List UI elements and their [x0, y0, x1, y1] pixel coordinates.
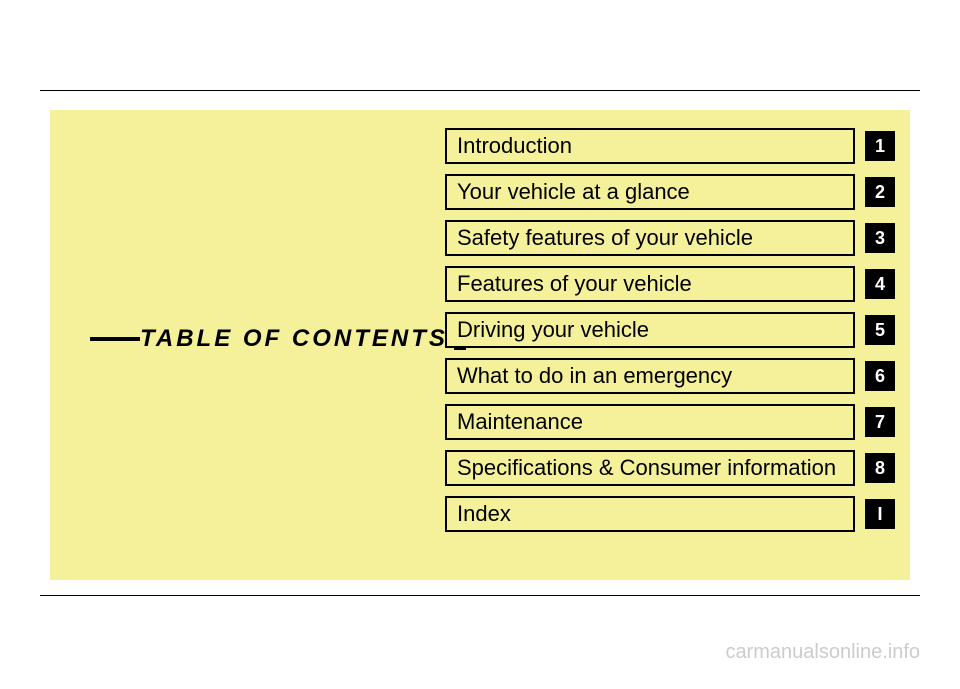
- toc-tab-5: 5: [865, 315, 895, 345]
- toc-row: Driving your vehicle 5: [445, 312, 895, 348]
- toc-tab-1: 1: [865, 131, 895, 161]
- toc-title-leading-rule: [90, 337, 140, 341]
- toc-row: Maintenance 7: [445, 404, 895, 440]
- toc-row: Your vehicle at a glance 2: [445, 174, 895, 210]
- toc-tab-8: 8: [865, 453, 895, 483]
- toc-tab-4: 4: [865, 269, 895, 299]
- watermark-text: carmanualsonline.info: [725, 641, 920, 664]
- toc-row: Features of your vehicle 4: [445, 266, 895, 302]
- toc-tab-2: 2: [865, 177, 895, 207]
- rule-bottom: [40, 595, 920, 596]
- toc-title-block: TABLE OF CONTENTS: [90, 325, 466, 353]
- toc-item-specifications: Specifications & Consumer information: [445, 450, 855, 486]
- toc-tab-6: 6: [865, 361, 895, 391]
- toc-panel: TABLE OF CONTENTS Introduction 1 Your ve…: [50, 110, 910, 580]
- toc-item-introduction: Introduction: [445, 128, 855, 164]
- toc-title: TABLE OF CONTENTS: [140, 325, 448, 353]
- toc-tab-3: 3: [865, 223, 895, 253]
- toc-item-emergency: What to do in an emergency: [445, 358, 855, 394]
- toc-row: Index I: [445, 496, 895, 532]
- toc-item-index: Index: [445, 496, 855, 532]
- toc-item-features: Features of your vehicle: [445, 266, 855, 302]
- toc-item-driving: Driving your vehicle: [445, 312, 855, 348]
- toc-item-maintenance: Maintenance: [445, 404, 855, 440]
- toc-list: Introduction 1 Your vehicle at a glance …: [445, 128, 895, 542]
- toc-tab-7: 7: [865, 407, 895, 437]
- rule-top: [40, 90, 920, 91]
- toc-item-safety: Safety features of your vehicle: [445, 220, 855, 256]
- toc-row: What to do in an emergency 6: [445, 358, 895, 394]
- toc-tab-I: I: [865, 499, 895, 529]
- toc-row: Specifications & Consumer information 8: [445, 450, 895, 486]
- toc-row: Safety features of your vehicle 3: [445, 220, 895, 256]
- toc-item-vehicle-glance: Your vehicle at a glance: [445, 174, 855, 210]
- toc-row: Introduction 1: [445, 128, 895, 164]
